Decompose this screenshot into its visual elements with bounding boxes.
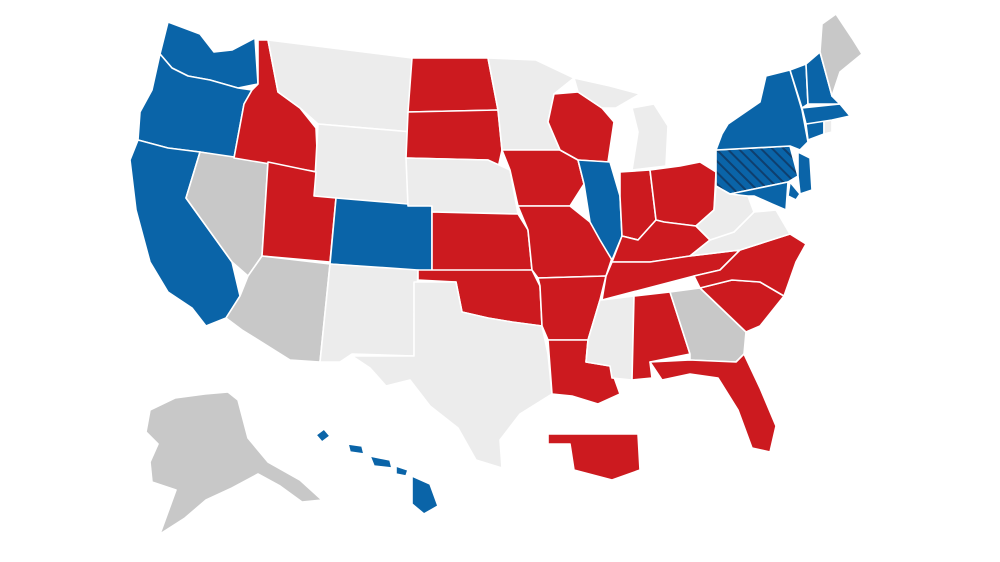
state-ME[interactable] — [819, 13, 863, 97]
state-NC[interactable] — [693, 233, 807, 297]
state-OK-special[interactable] — [547, 433, 641, 481]
state-NH[interactable] — [805, 51, 841, 105]
state-NM[interactable] — [319, 263, 419, 363]
state-ND[interactable] — [407, 57, 499, 113]
state-FL[interactable] — [649, 353, 777, 453]
state-MD[interactable] — [729, 181, 789, 211]
state-NY[interactable] — [715, 69, 809, 151]
state-KS[interactable] — [431, 211, 533, 273]
state-CO[interactable] — [329, 197, 433, 273]
state-TX[interactable] — [351, 281, 553, 469]
state-AZ[interactable] — [225, 255, 331, 363]
state-DE[interactable] — [787, 181, 801, 201]
state-MA[interactable] — [801, 103, 851, 125]
state-NE[interactable] — [405, 157, 519, 215]
state-RI[interactable] — [823, 119, 833, 135]
state-AK[interactable] — [145, 391, 323, 535]
state-NJ[interactable] — [797, 151, 813, 195]
state-HI[interactable] — [315, 428, 439, 515]
state-MI[interactable] — [573, 77, 669, 171]
state-WY[interactable] — [313, 123, 413, 207]
